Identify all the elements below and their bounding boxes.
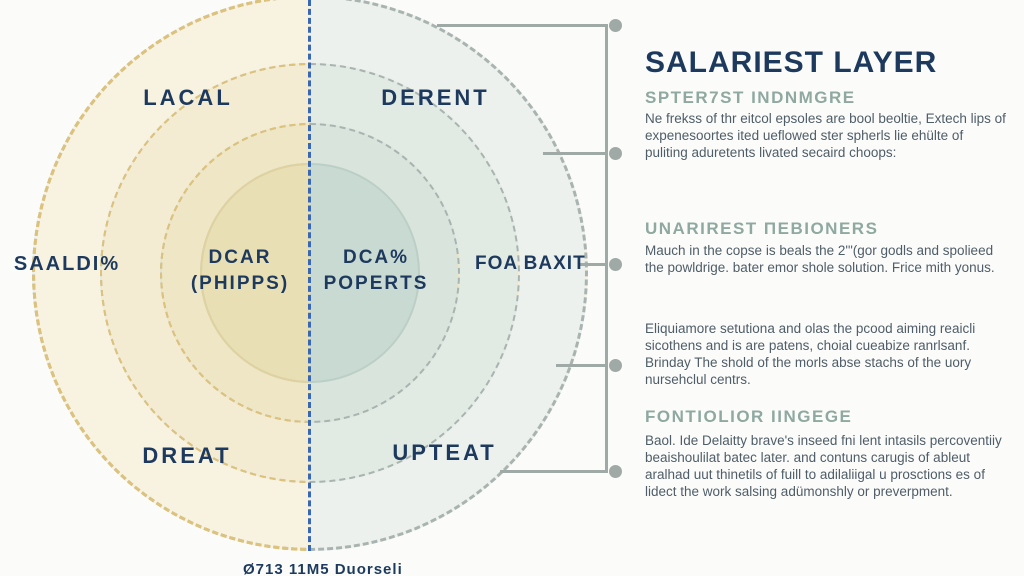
connector-line xyxy=(578,263,608,266)
center-left-label-line1: DCAR xyxy=(208,247,272,268)
center-left-label-line2: (PHIPPS) xyxy=(190,273,290,294)
connector-line xyxy=(556,364,608,367)
section-body: Mauch in the copse is beals the 2'"(gor … xyxy=(645,243,995,275)
label-mid-left: SAALDI% xyxy=(13,253,121,275)
connector-dot xyxy=(609,258,622,271)
center-left-label: DCAR (PHIPPS) xyxy=(165,245,315,297)
section-body: Baol. Ide Delaitty brave's inseed fni le… xyxy=(645,433,1002,499)
center-right-label-line2: POPERTS xyxy=(323,273,429,294)
diagram-caption: Ø713 11M5 Duorseli xyxy=(243,561,403,576)
connector-dot xyxy=(609,465,622,478)
connector-line xyxy=(543,152,608,155)
section-heading: FONTIOLIOR IINGEGE xyxy=(645,407,853,426)
label-bottom-right: UPTEAT xyxy=(392,440,497,465)
center-right-label: DCA% POPERTS xyxy=(301,245,451,297)
section-body: Ne frekss of thr eitcol epsoles are bool… xyxy=(645,111,1006,160)
section-heading: UNARIREST ПЕВIONERS xyxy=(645,219,879,238)
connector-dot xyxy=(609,147,622,160)
connector-dot xyxy=(609,19,622,32)
panel-title: SALARIEST LAYER xyxy=(645,46,938,79)
center-divider xyxy=(308,0,311,551)
connector-line xyxy=(437,24,608,27)
section-heading: SPTER7ST INDNMGRE xyxy=(645,88,856,107)
center-right-label-line1: DCA% xyxy=(342,247,410,268)
section-body: Eliquiamore setutiona and olas the pcood… xyxy=(645,321,976,387)
label-bottom-left: DREAT xyxy=(142,443,232,468)
label-top-left: LACAL xyxy=(143,85,233,110)
connector-line xyxy=(500,470,608,473)
label-top-right: DERENT xyxy=(381,85,490,110)
label-mid-right: FOA BAXIT xyxy=(475,253,586,274)
connector-dot xyxy=(609,359,622,372)
connector-vertical-line xyxy=(605,24,608,473)
